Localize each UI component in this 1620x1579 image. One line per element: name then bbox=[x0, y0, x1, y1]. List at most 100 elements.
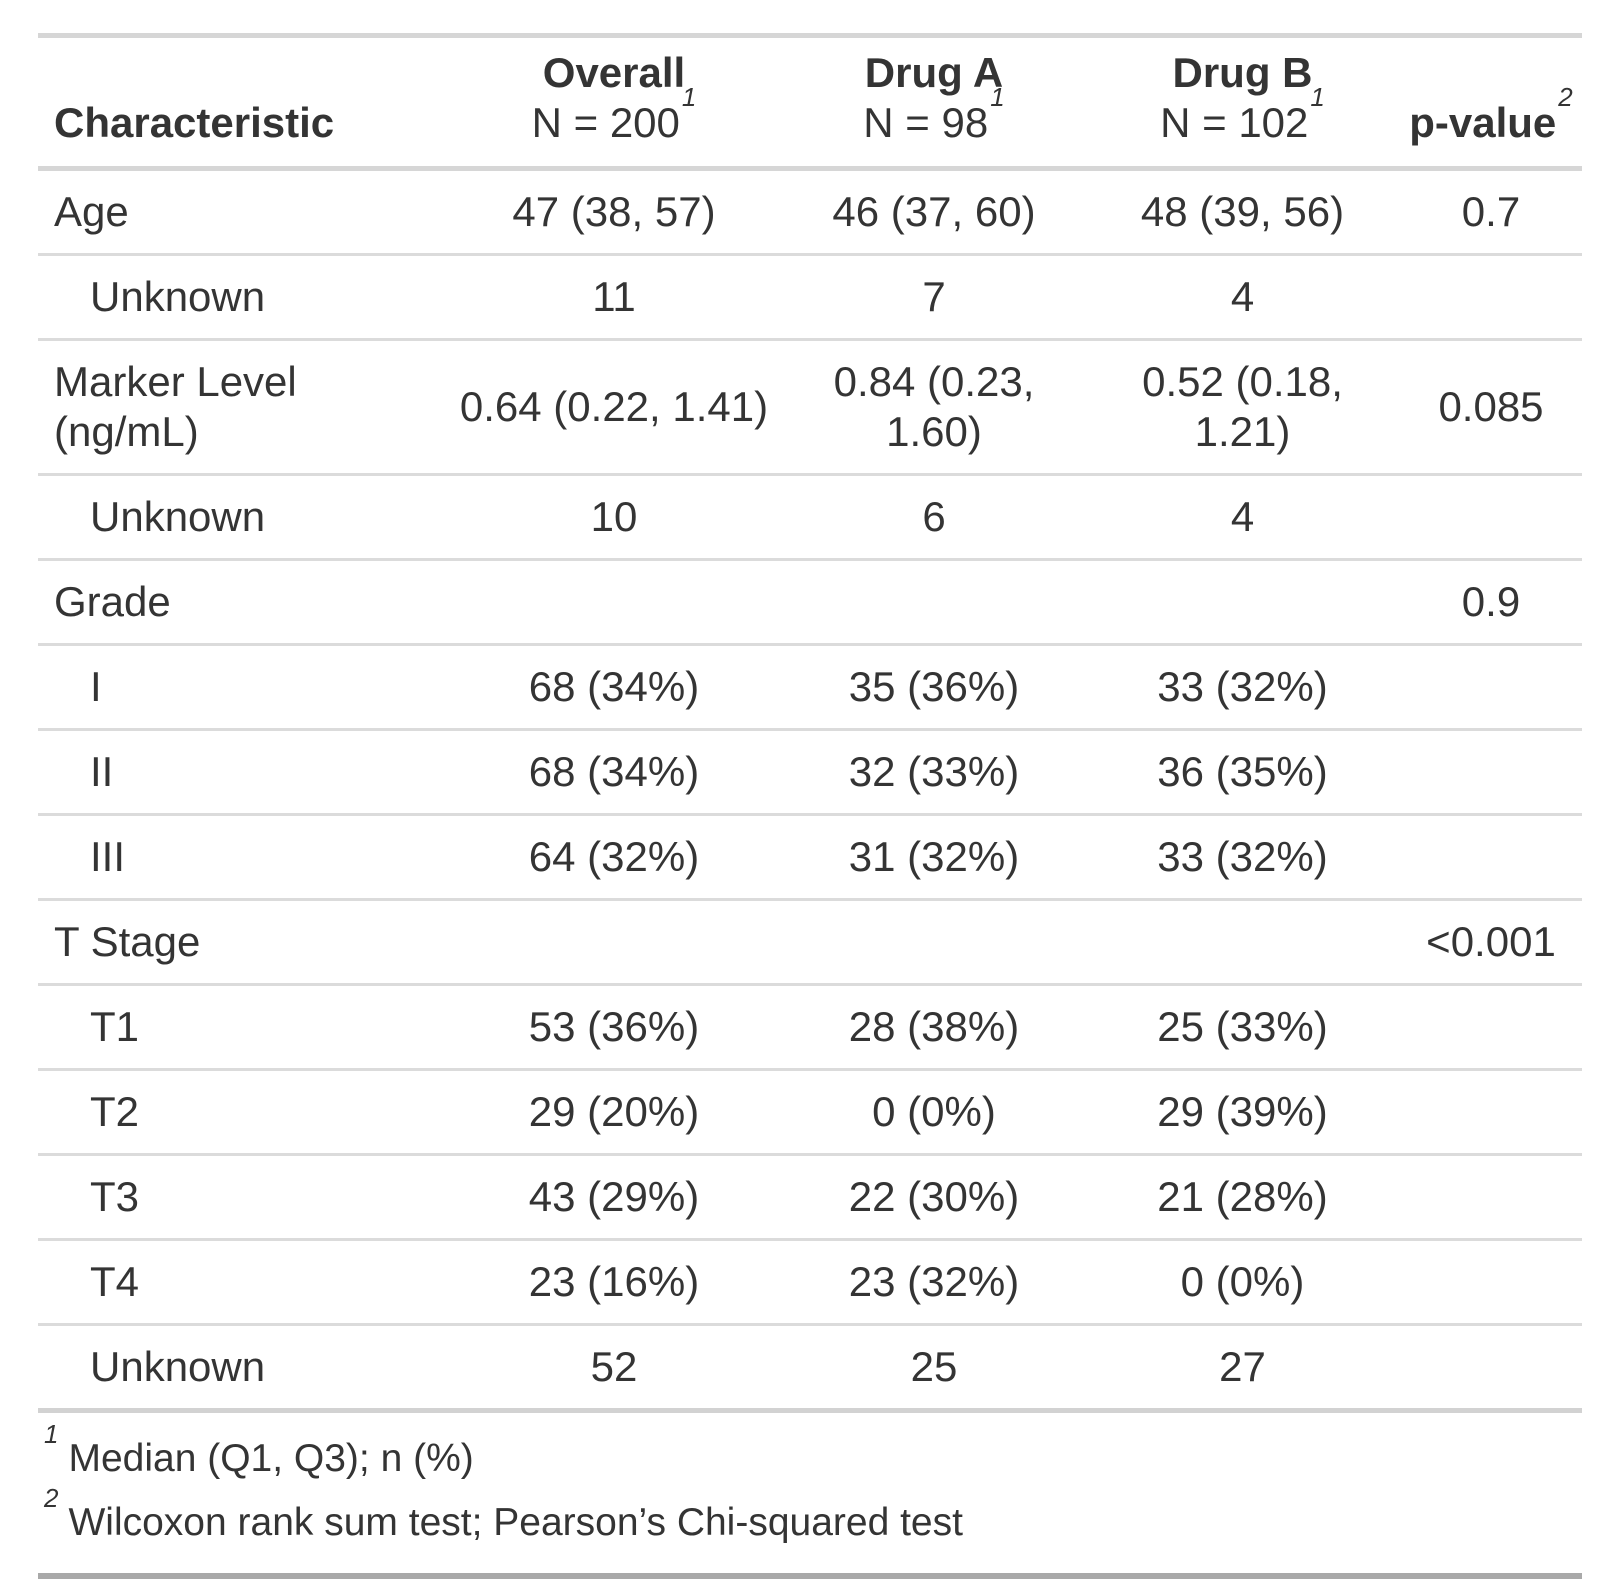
cell-drug-a: 46 (37, 60) bbox=[783, 168, 1085, 256]
cell-drug-b: 33 (32%) bbox=[1085, 644, 1400, 731]
column-header-p-value: p-value2 bbox=[1400, 35, 1582, 171]
row-label: T3 bbox=[38, 1154, 445, 1241]
cell-drug-b: 25 (33%) bbox=[1085, 984, 1400, 1071]
row-label: Grade bbox=[38, 559, 445, 646]
summary-table: Characteristic Overall N = 2001 Drug A N… bbox=[38, 33, 1582, 1579]
cell-p-value bbox=[1400, 729, 1582, 816]
header-label: Drug A bbox=[864, 49, 1004, 96]
table-row: T4 23 (16%) 23 (32%) 0 (0%) bbox=[38, 1239, 1582, 1326]
header-n: N = 981 bbox=[863, 82, 1005, 146]
row-label: Unknown bbox=[38, 1324, 445, 1413]
cell-p-value bbox=[1400, 254, 1582, 341]
cell-p-value bbox=[1400, 984, 1582, 1071]
cell-drug-b: 33 (32%) bbox=[1085, 814, 1400, 901]
cell-overall: 11 bbox=[445, 254, 783, 341]
cell-drug-b: 27 bbox=[1085, 1324, 1400, 1413]
cell-drug-a: 7 bbox=[783, 254, 1085, 341]
summary-table-grid: Characteristic Overall N = 2001 Drug A N… bbox=[38, 33, 1582, 1413]
table-row: T Stage <0.001 bbox=[38, 899, 1582, 986]
column-header-characteristic: Characteristic bbox=[38, 35, 445, 171]
table-row: Marker Level (ng/mL) 0.64 (0.22, 1.41) 0… bbox=[38, 339, 1582, 476]
column-header-drug-a: Drug A N = 981 bbox=[783, 35, 1085, 171]
footnote-mark: 2 bbox=[1558, 82, 1573, 112]
footnote-mark: 1 bbox=[990, 82, 1005, 112]
cell-overall bbox=[445, 559, 783, 646]
page: Characteristic Overall N = 2001 Drug A N… bbox=[38, 33, 1582, 1579]
cell-drug-a: 0.84 (0.23, 1.60) bbox=[783, 339, 1085, 476]
cell-drug-b: 21 (28%) bbox=[1085, 1154, 1400, 1241]
row-label: II bbox=[38, 729, 445, 816]
cell-drug-b: 36 (35%) bbox=[1085, 729, 1400, 816]
cell-drug-b: 4 bbox=[1085, 254, 1400, 341]
cell-drug-a: 31 (32%) bbox=[783, 814, 1085, 901]
row-label: I bbox=[38, 644, 445, 731]
cell-p-value: 0.7 bbox=[1400, 168, 1582, 256]
table-row: T1 53 (36%) 28 (38%) 25 (33%) bbox=[38, 984, 1582, 1071]
cell-overall: 64 (32%) bbox=[445, 814, 783, 901]
cell-overall: 68 (34%) bbox=[445, 644, 783, 731]
cell-drug-b: 4 bbox=[1085, 474, 1400, 561]
cell-drug-b bbox=[1085, 899, 1400, 986]
footnote-1: 1 Median (Q1, Q3); n (%) bbox=[44, 1421, 1582, 1491]
header-label: p-value2 bbox=[1409, 82, 1573, 146]
cell-drug-b: 0 (0%) bbox=[1085, 1239, 1400, 1326]
row-label: III bbox=[38, 814, 445, 901]
table-footnotes: 1 Median (Q1, Q3); n (%) 2 Wilcoxon rank s… bbox=[38, 1413, 1582, 1563]
row-label: Unknown bbox=[38, 474, 445, 561]
table-row: III 64 (32%) 31 (32%) 33 (32%) bbox=[38, 814, 1582, 901]
column-header-overall: Overall N = 2001 bbox=[445, 35, 783, 171]
header-label: Characteristic bbox=[54, 99, 335, 146]
cell-overall: 47 (38, 57) bbox=[445, 168, 783, 256]
row-label: Age bbox=[38, 168, 445, 256]
table-row: Grade 0.9 bbox=[38, 559, 1582, 646]
cell-drug-b: 48 (39, 56) bbox=[1085, 168, 1400, 256]
cell-drug-a: 28 (38%) bbox=[783, 984, 1085, 1071]
table-row: Unknown 11 7 4 bbox=[38, 254, 1582, 341]
cell-p-value bbox=[1400, 1069, 1582, 1156]
cell-overall bbox=[445, 899, 783, 986]
row-label: T4 bbox=[38, 1239, 445, 1326]
table-row: T3 43 (29%) 22 (30%) 21 (28%) bbox=[38, 1154, 1582, 1241]
table-row: II 68 (34%) 32 (33%) 36 (35%) bbox=[38, 729, 1582, 816]
cell-drug-a: 32 (33%) bbox=[783, 729, 1085, 816]
cell-overall: 68 (34%) bbox=[445, 729, 783, 816]
header-label: Drug B bbox=[1172, 49, 1313, 96]
footnote-mark: 1 bbox=[681, 82, 697, 112]
cell-p-value: <0.001 bbox=[1400, 899, 1582, 986]
table-header: Characteristic Overall N = 2001 Drug A N… bbox=[38, 35, 1582, 171]
column-header-drug-b: Drug B N = 1021 bbox=[1085, 35, 1400, 171]
cell-p-value bbox=[1400, 1239, 1582, 1326]
cell-overall: 23 (16%) bbox=[445, 1239, 783, 1326]
cell-drug-a: 22 (30%) bbox=[783, 1154, 1085, 1241]
row-label: Marker Level (ng/mL) bbox=[38, 339, 445, 476]
cell-p-value bbox=[1400, 644, 1582, 731]
table-body: Age 47 (38, 57) 46 (37, 60) 48 (39, 56) … bbox=[38, 168, 1582, 1413]
table-row: Age 47 (38, 57) 46 (37, 60) 48 (39, 56) … bbox=[38, 168, 1582, 256]
row-label: Unknown bbox=[38, 254, 445, 341]
footnote-mark: 1 bbox=[44, 1419, 59, 1449]
header-n: N = 1021 bbox=[1160, 82, 1325, 146]
header-label: Overall bbox=[542, 49, 686, 96]
table-row: Unknown 10 6 4 bbox=[38, 474, 1582, 561]
table-row: Unknown 52 25 27 bbox=[38, 1324, 1582, 1413]
cell-drug-a bbox=[783, 559, 1085, 646]
footnote-mark: 2 bbox=[44, 1483, 59, 1513]
cell-drug-a: 25 bbox=[783, 1324, 1085, 1413]
header-n: N = 2001 bbox=[531, 82, 697, 146]
cell-drug-a: 0 (0%) bbox=[783, 1069, 1085, 1156]
cell-drug-b bbox=[1085, 559, 1400, 646]
row-label: T Stage bbox=[38, 899, 445, 986]
cell-drug-a: 6 bbox=[783, 474, 1085, 561]
table-row: I 68 (34%) 35 (36%) 33 (32%) bbox=[38, 644, 1582, 731]
cell-p-value: 0.9 bbox=[1400, 559, 1582, 646]
cell-overall: 0.64 (0.22, 1.41) bbox=[445, 339, 783, 476]
cell-p-value bbox=[1400, 814, 1582, 901]
footnote-2: 2 Wilcoxon rank sum test; Pearson’s Chi-s… bbox=[44, 1485, 1582, 1555]
cell-overall: 29 (20%) bbox=[445, 1069, 783, 1156]
footnote-text: Median (Q1, Q3); n (%) bbox=[68, 1437, 474, 1480]
cell-overall: 53 (36%) bbox=[445, 984, 783, 1071]
row-label: T1 bbox=[38, 984, 445, 1071]
table-row: T2 29 (20%) 0 (0%) 29 (39%) bbox=[38, 1069, 1582, 1156]
cell-drug-b: 0.52 (0.18, 1.21) bbox=[1085, 339, 1400, 476]
cell-drug-b: 29 (39%) bbox=[1085, 1069, 1400, 1156]
